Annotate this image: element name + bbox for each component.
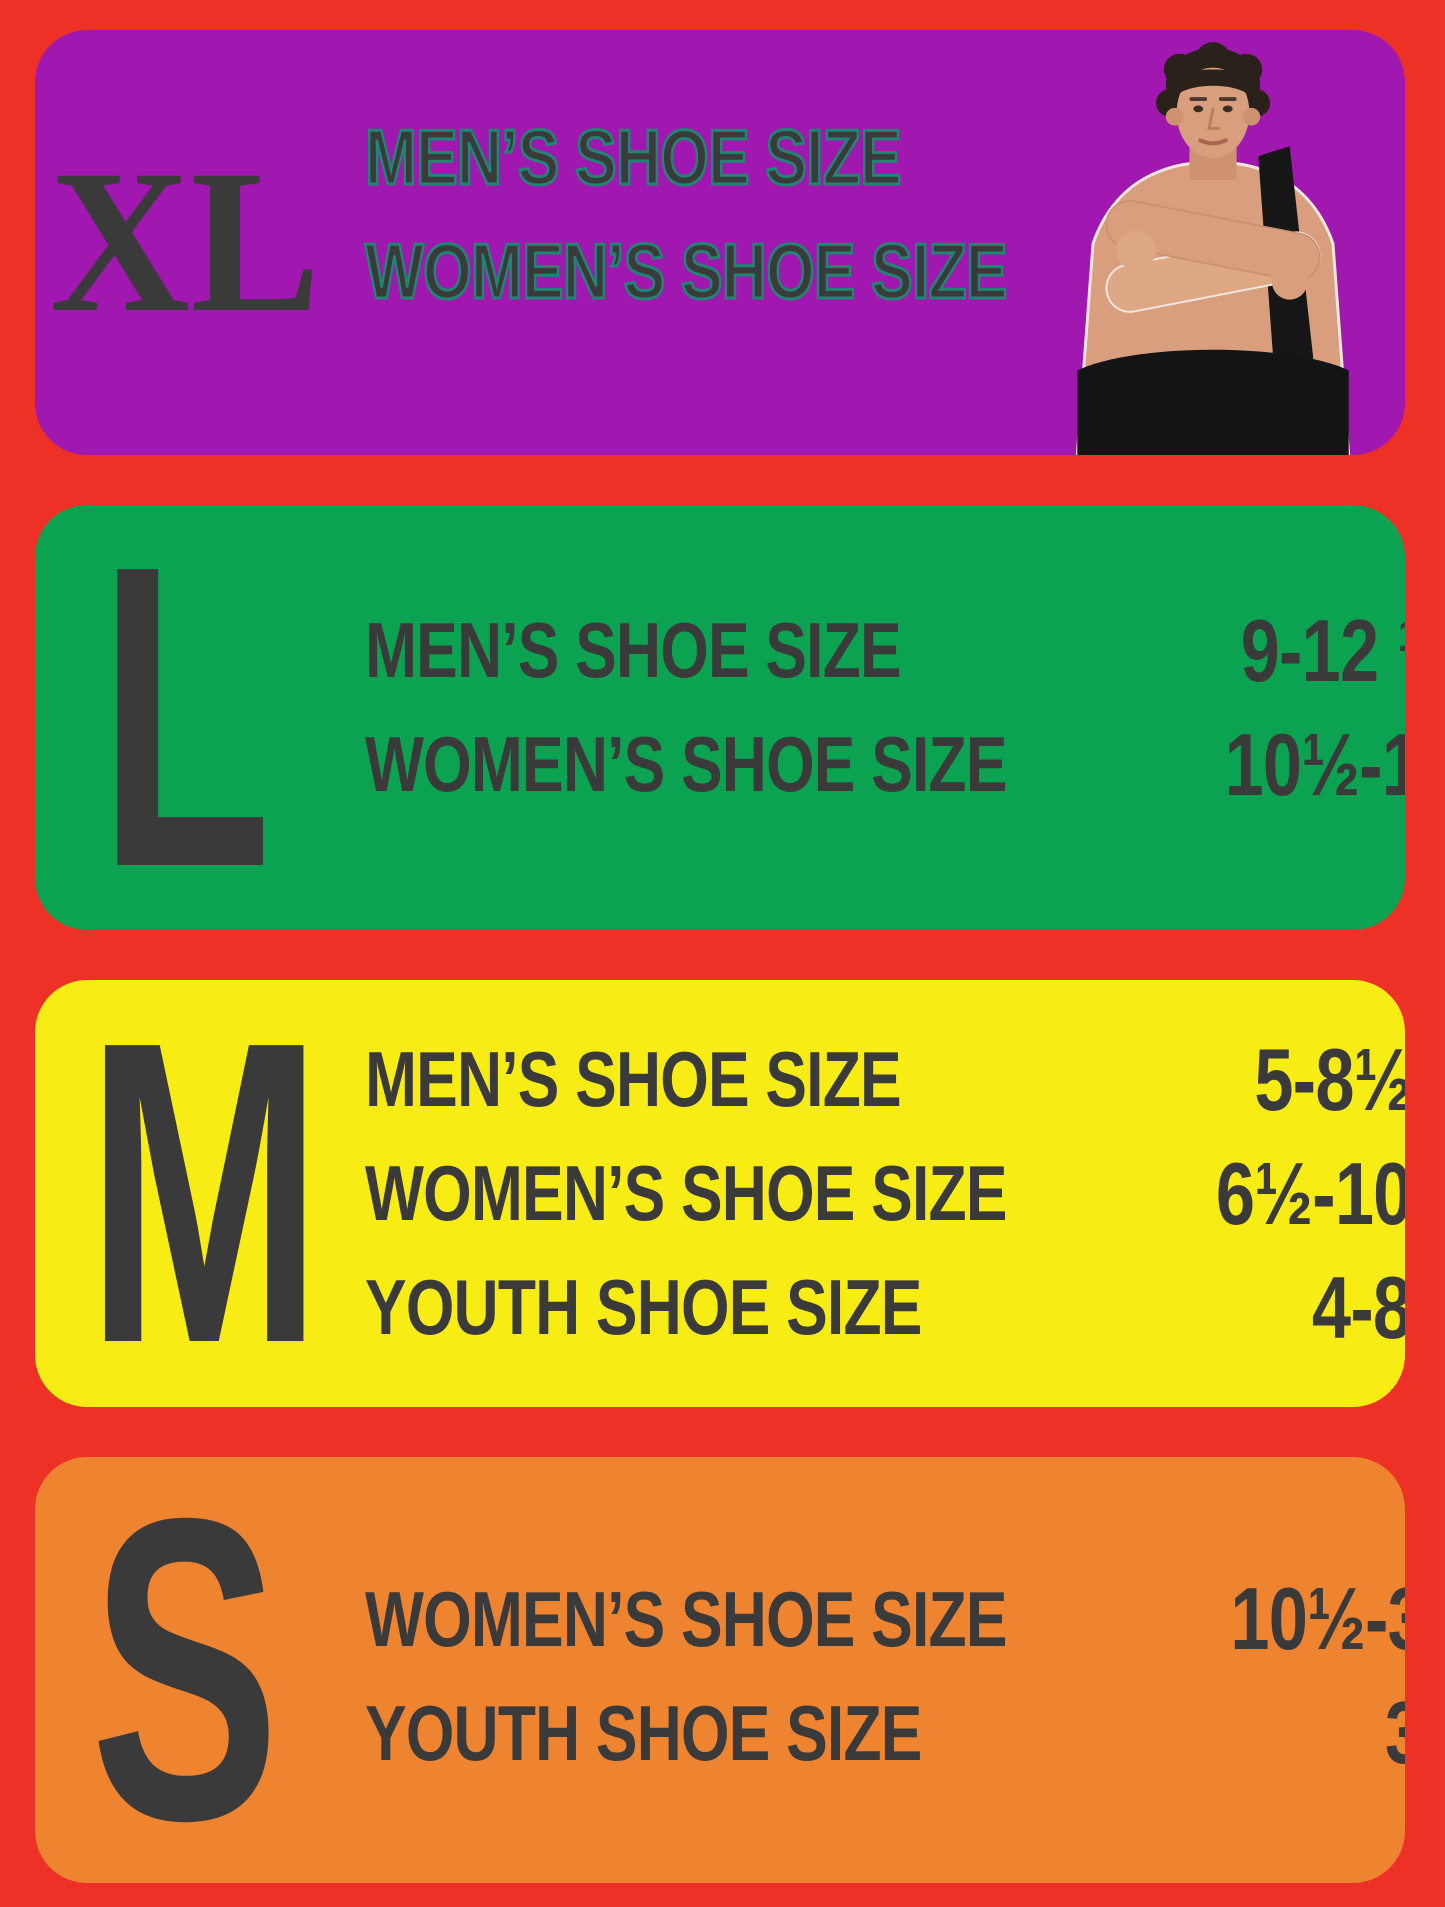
size-row-value: 9-12 ½	[1240, 600, 1405, 700]
size-row: WOMEN’S SHOE SIZE 10½-3½	[365, 1569, 1405, 1668]
size-row-label: YOUTH SHOE SIZE	[365, 1688, 922, 1777]
size-panel-xl: XL MEN’S SHOE SIZE WOMEN’S SHOE SIZE	[35, 30, 1405, 455]
size-row: WOMEN’S SHOE SIZE	[364, 224, 1167, 320]
size-letter-l: L	[98, 505, 272, 930]
size-rows-l: MEN’S SHOE SIZE 9-12 ½ WOMEN’S SHOE SIZE…	[335, 594, 1405, 822]
size-row-value: 4-8	[1312, 1257, 1405, 1357]
size-letter-m: M	[85, 980, 323, 1407]
size-rows-xl: MEN’S SHOE SIZE WOMEN’S SHOE SIZE	[335, 101, 1405, 329]
size-row: MEN’S SHOE SIZE 9-12 ½	[365, 600, 1405, 700]
andre-the-giant-photo	[1063, 42, 1363, 455]
size-row-value: 3-6	[1385, 1682, 1405, 1784]
size-row-label: WOMEN’S SHOE SIZE	[365, 1574, 1007, 1663]
size-panel-l: L MEN’S SHOE SIZE 9-12 ½ WOMEN’S SHOE SI…	[35, 505, 1405, 930]
size-row-label: WOMEN’S SHOE SIZE	[365, 1149, 1007, 1237]
size-row-label: MEN’S SHOE SIZE	[364, 112, 903, 203]
size-row-value: 6½-10	[1215, 1143, 1405, 1243]
size-row-value: 10½-11	[1224, 714, 1405, 814]
size-letter-s: S	[90, 1457, 280, 1883]
size-letter-xl: XL	[49, 128, 321, 356]
size-row-value: 10½-3½	[1230, 1569, 1405, 1668]
size-row-label: YOUTH SHOE SIZE	[365, 1263, 922, 1351]
size-row: WOMEN’S SHOE SIZE 6½-10	[365, 1143, 1405, 1243]
size-row-label: WOMEN’S SHOE SIZE	[365, 720, 1007, 808]
size-row: MEN’S SHOE SIZE 5-8½	[365, 1029, 1405, 1129]
size-row: MEN’S SHOE SIZE	[364, 110, 1167, 206]
size-rows-m: MEN’S SHOE SIZE 5-8½ WOMEN’S SHOE SIZE 6…	[335, 1023, 1405, 1365]
size-panel-s: S WOMEN’S SHOE SIZE 10½-3½ YOUTH SHOE SI…	[35, 1457, 1405, 1883]
size-rows-s: WOMEN’S SHOE SIZE 10½-3½ YOUTH SHOE SIZE…	[335, 1562, 1405, 1790]
size-row: WOMEN’S SHOE SIZE 10½-11	[365, 714, 1405, 814]
size-row-label: WOMEN’S SHOE SIZE	[364, 226, 1009, 317]
size-panel-m: M MEN’S SHOE SIZE 5-8½ WOMEN’S SHOE SIZE…	[35, 980, 1405, 1407]
size-row: YOUTH SHOE SIZE 4-8	[365, 1257, 1405, 1357]
size-row-value: 5-8½	[1254, 1029, 1405, 1129]
size-row: YOUTH SHOE SIZE 3-6	[365, 1682, 1405, 1784]
size-row-label: MEN’S SHOE SIZE	[365, 606, 902, 694]
size-row-label: MEN’S SHOE SIZE	[365, 1035, 902, 1123]
